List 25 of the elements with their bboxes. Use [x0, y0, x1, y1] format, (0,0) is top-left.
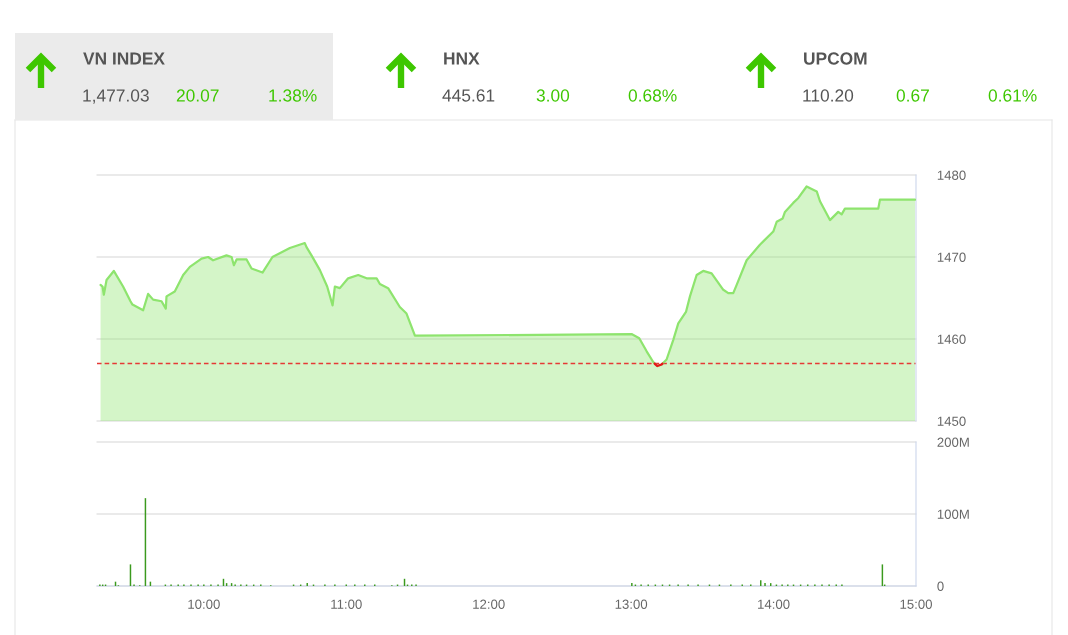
text: 0.68%: [628, 89, 677, 102]
text: 0.67: [896, 89, 929, 102]
y-tick-label: 1470: [937, 252, 966, 262]
x-tick-label: 10:00: [188, 599, 220, 609]
y-tick-label: 100M: [937, 509, 969, 519]
text: HNX: [444, 52, 480, 65]
x-tick-label: 12:00: [473, 599, 505, 609]
text: UPCOM: [804, 52, 867, 65]
y-tick-label: 0: [937, 581, 944, 591]
text: 0.61%: [988, 89, 1037, 102]
text: 3.00: [536, 89, 570, 102]
x-tick-label: 14:00: [758, 599, 790, 609]
text: 110.20: [803, 89, 854, 102]
text: 1,477.03: [83, 89, 149, 104]
y-tick-label: 1450: [937, 416, 966, 426]
x-tick-label: 11:00: [331, 599, 362, 609]
text: 1.38%: [269, 89, 317, 102]
text: 20.07: [176, 89, 219, 102]
y-tick-label: 1480: [937, 170, 966, 180]
text: VN INDEX: [83, 52, 165, 65]
x-tick-label: 13:00: [615, 599, 648, 609]
x-tick-label: 15:00: [900, 599, 932, 609]
y-tick-label: 200M: [937, 437, 969, 447]
text: 445.61: [442, 89, 495, 102]
y-tick-label: 1460: [937, 334, 966, 344]
